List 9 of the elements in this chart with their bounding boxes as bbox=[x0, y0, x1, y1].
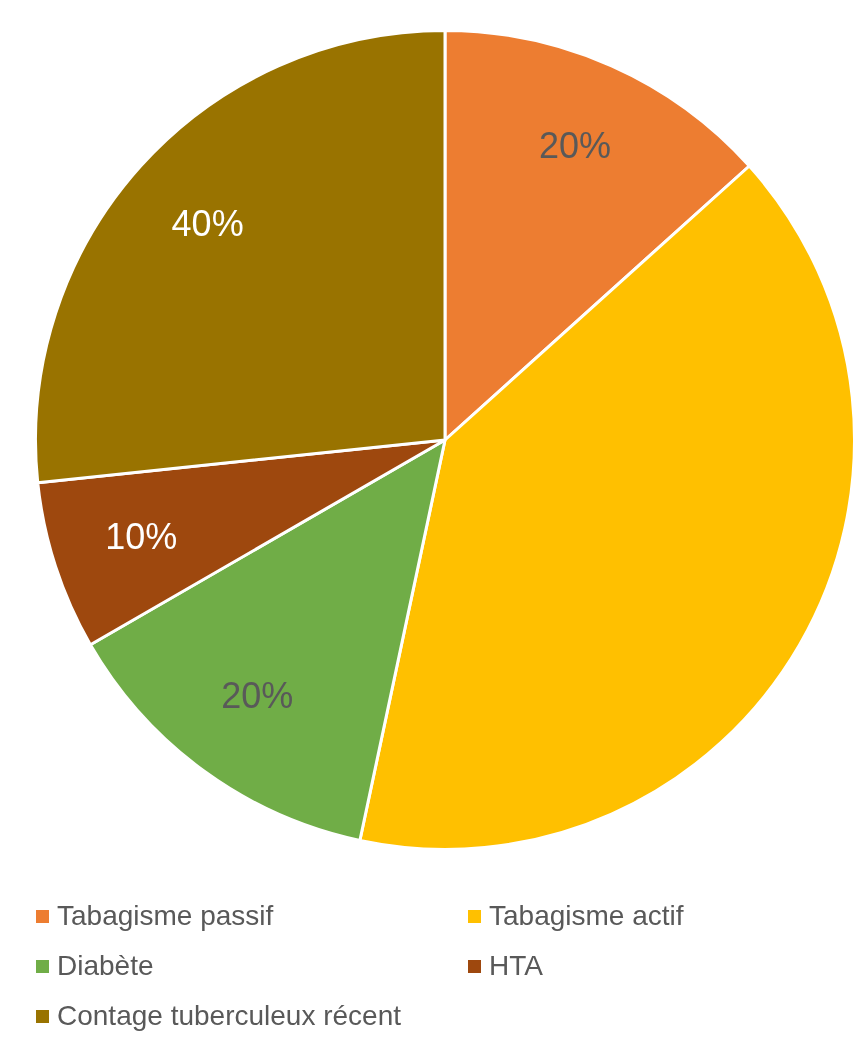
data-label: 40% bbox=[171, 203, 244, 245]
legend-label: Tabagisme actif bbox=[489, 900, 684, 932]
data-label: 10% bbox=[105, 515, 178, 557]
legend-label: Diabète bbox=[57, 950, 154, 982]
data-label: 20% bbox=[221, 675, 294, 717]
legend-label: Contage tuberculeux récent bbox=[57, 1000, 401, 1032]
legend-label: Tabagisme passif bbox=[57, 900, 274, 932]
data-label: 20% bbox=[538, 125, 611, 167]
legend-label: HTA bbox=[489, 950, 543, 982]
